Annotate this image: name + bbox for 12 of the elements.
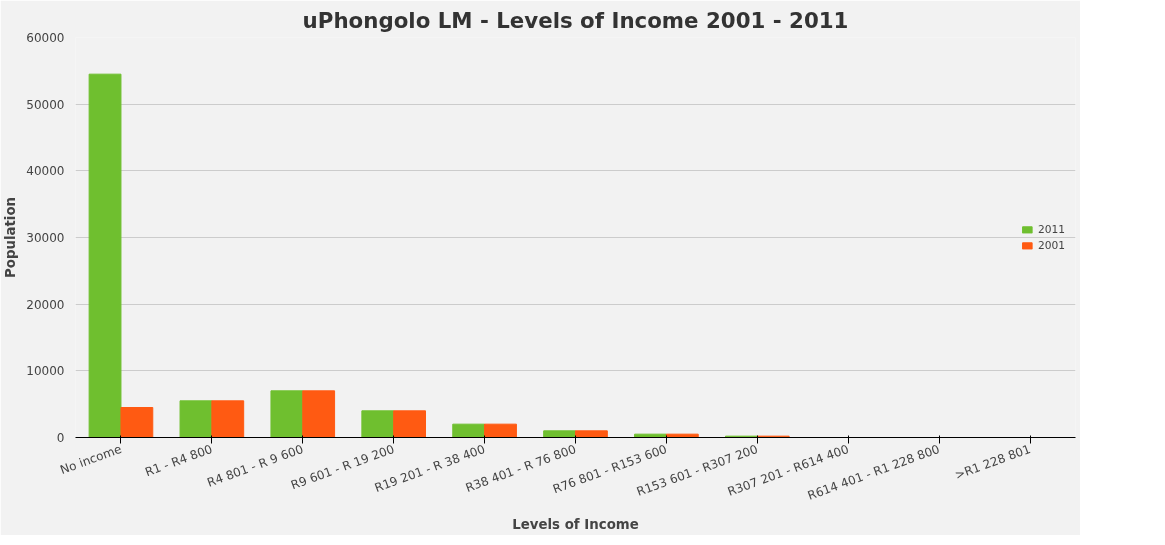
y-tick-label: 30000 bbox=[26, 231, 65, 245]
legend-label: 2011 bbox=[1037, 222, 1065, 236]
y-tick-label: 10000 bbox=[26, 364, 65, 379]
y-tick-label: 20000 bbox=[26, 297, 65, 312]
x-tick-label: >R1 228 801 bbox=[953, 441, 1033, 483]
legend-label: 2001 bbox=[1037, 238, 1065, 252]
y-tick-label: 50000 bbox=[26, 97, 65, 112]
y-tick-label: 60000 bbox=[26, 31, 65, 45]
chart-title: uPhongolo LM - Levels of Income 2001 - 2011 bbox=[302, 7, 849, 33]
x-axis-title: Levels of Income bbox=[512, 517, 639, 533]
y-tick-label: 40000 bbox=[26, 164, 65, 179]
y-axis-title: Population bbox=[3, 196, 19, 279]
